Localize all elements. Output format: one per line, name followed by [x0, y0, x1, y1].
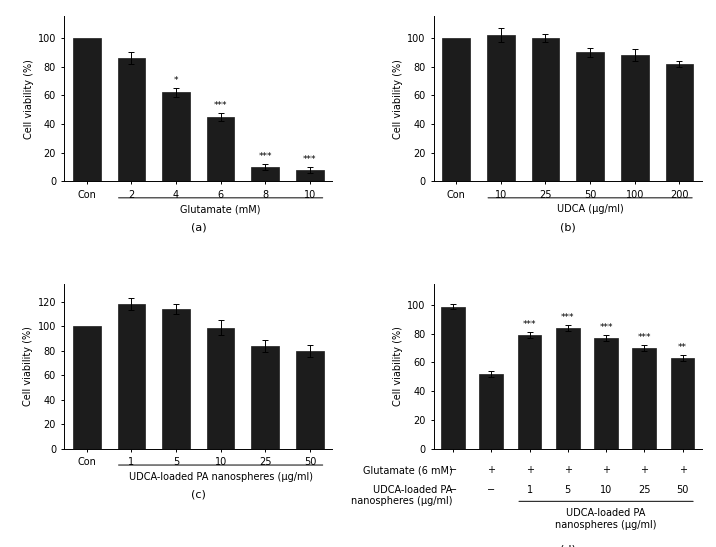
Bar: [532, 38, 559, 182]
Text: 5: 5: [565, 485, 571, 495]
Text: ***: ***: [561, 313, 574, 322]
Text: −: −: [449, 465, 457, 475]
Y-axis label: Cell viability (%): Cell viability (%): [24, 326, 34, 406]
Text: ***: ***: [523, 321, 536, 329]
Bar: [671, 358, 695, 449]
Text: 1: 1: [526, 485, 533, 495]
Text: 10: 10: [600, 485, 612, 495]
Bar: [632, 348, 656, 449]
Text: +: +: [602, 465, 610, 475]
Text: +: +: [640, 465, 648, 475]
Bar: [621, 55, 649, 182]
Text: (d): (d): [560, 544, 576, 547]
Bar: [117, 304, 145, 449]
Text: 50: 50: [677, 485, 689, 495]
Bar: [666, 64, 693, 182]
Text: ***: ***: [214, 101, 228, 109]
Text: (a): (a): [190, 223, 206, 232]
Bar: [207, 328, 234, 449]
Text: ***: ***: [258, 152, 272, 161]
Text: 25: 25: [638, 485, 651, 495]
Text: Glutamate (6 mM): Glutamate (6 mM): [362, 465, 453, 475]
Text: −: −: [449, 485, 457, 495]
Text: UDCA-loaded PA
nanospheres (μg/ml): UDCA-loaded PA nanospheres (μg/ml): [351, 485, 453, 507]
Bar: [162, 92, 190, 182]
Y-axis label: Cell viability (%): Cell viability (%): [24, 59, 34, 139]
Bar: [556, 328, 580, 449]
Bar: [296, 170, 324, 182]
Text: +: +: [679, 465, 687, 475]
Text: +: +: [488, 465, 495, 475]
Text: *: *: [174, 76, 178, 85]
Bar: [251, 346, 279, 449]
Bar: [296, 351, 324, 449]
Text: ***: ***: [303, 155, 316, 164]
Bar: [518, 335, 541, 449]
Bar: [442, 38, 470, 182]
Bar: [576, 53, 604, 182]
Text: **: **: [678, 344, 687, 352]
Bar: [594, 338, 618, 449]
Text: −: −: [488, 485, 495, 495]
Text: UDCA (μg/ml): UDCA (μg/ml): [557, 205, 624, 214]
Bar: [251, 167, 279, 182]
Bar: [162, 309, 190, 449]
Bar: [480, 374, 503, 449]
Text: ***: ***: [599, 323, 613, 333]
Text: +: +: [563, 465, 572, 475]
Text: ***: ***: [637, 334, 651, 342]
Bar: [487, 35, 515, 182]
Text: (b): (b): [560, 223, 576, 232]
Bar: [207, 117, 234, 182]
Bar: [441, 306, 465, 449]
Y-axis label: Cell viability (%): Cell viability (%): [393, 326, 403, 406]
Bar: [117, 58, 145, 182]
Text: UDCA-loaded PA nanospheres (μg/ml): UDCA-loaded PA nanospheres (μg/ml): [129, 472, 313, 481]
Y-axis label: Cell viability (%): Cell viability (%): [393, 59, 403, 139]
Bar: [73, 38, 100, 182]
Bar: [73, 327, 100, 449]
Text: +: +: [526, 465, 533, 475]
Text: UDCA-loaded PA
nanospheres (μg/ml): UDCA-loaded PA nanospheres (μg/ml): [556, 508, 657, 529]
Text: (c): (c): [191, 490, 205, 500]
Text: Glutamate (mM): Glutamate (mM): [180, 205, 261, 214]
